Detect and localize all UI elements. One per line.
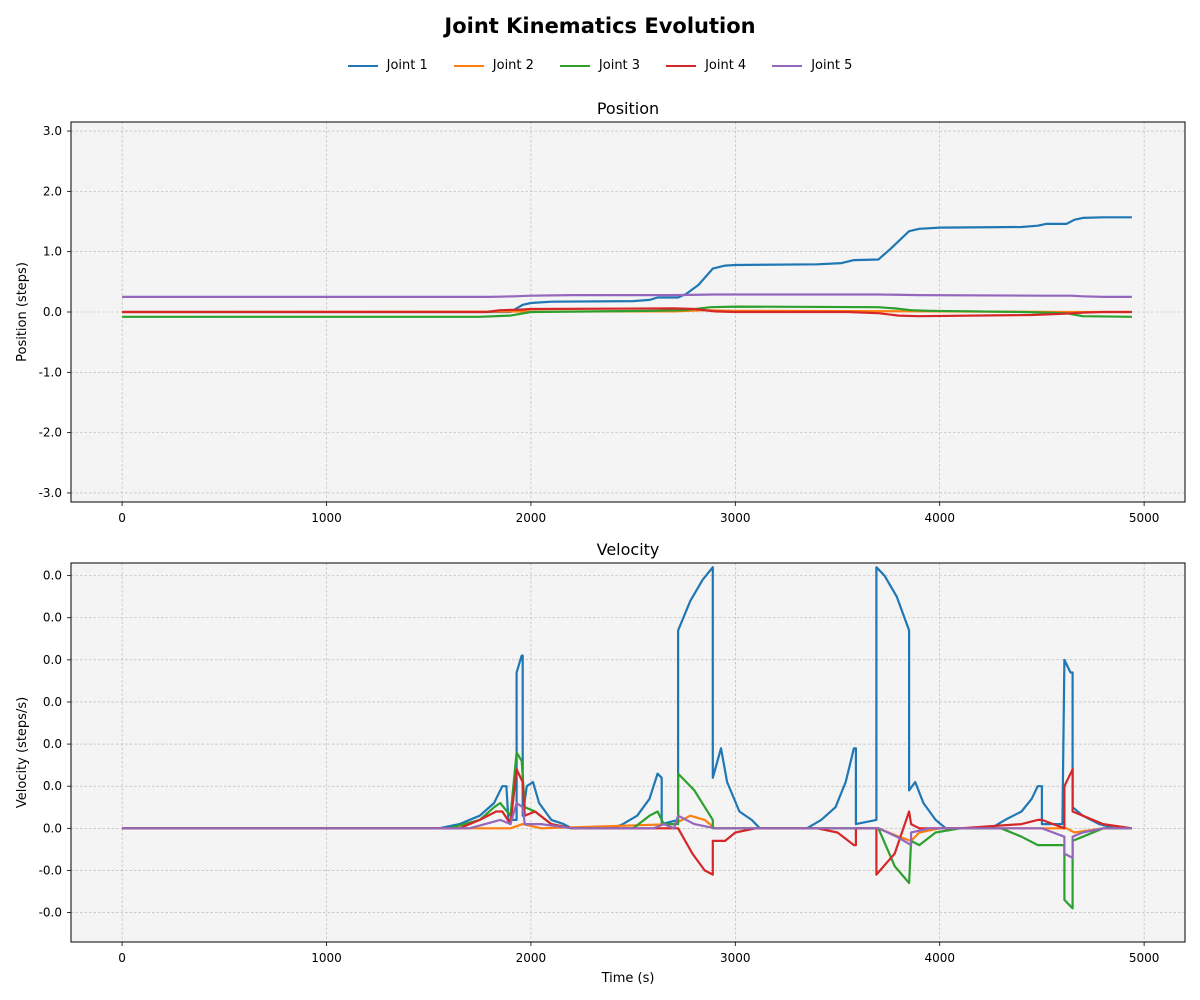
legend-swatch bbox=[453, 64, 484, 67]
y-axis-label: Velocity (steps/s) bbox=[15, 697, 30, 808]
y-tick-label: -3.0 bbox=[39, 486, 62, 500]
series-line-joint-4 bbox=[122, 307, 1132, 318]
legend-label: Joint 4 bbox=[705, 58, 747, 73]
legend-item-joint-1: Joint 1 bbox=[347, 58, 428, 73]
x-tick-label: 5000 bbox=[1129, 511, 1160, 525]
y-tick-label: -2.0 bbox=[39, 426, 62, 440]
x-tick-label: 2000 bbox=[516, 511, 547, 525]
legend-swatch bbox=[347, 64, 378, 67]
panel-title: Velocity bbox=[597, 540, 660, 559]
legend-swatch bbox=[559, 64, 590, 67]
x-tick-label: 0 bbox=[118, 511, 126, 525]
y-tick-label: 0.0 bbox=[43, 821, 62, 835]
legend-item-joint-2: Joint 2 bbox=[453, 58, 534, 73]
panel-title: Position bbox=[597, 99, 659, 118]
x-tick-label: 2000 bbox=[516, 951, 547, 965]
y-tick-label: 0.0 bbox=[43, 653, 62, 667]
x-tick-label: 0 bbox=[118, 951, 126, 965]
legend-item-joint-4: Joint 4 bbox=[666, 58, 746, 73]
y-tick-label: 1.0 bbox=[43, 245, 62, 259]
legend-label: Joint 1 bbox=[386, 58, 428, 73]
y-tick-label: 2.0 bbox=[43, 184, 62, 198]
legend-label: Joint 3 bbox=[598, 58, 641, 73]
plot-frame bbox=[70, 562, 1186, 943]
plot-area bbox=[71, 563, 1185, 942]
y-tick-label: -1.0 bbox=[39, 365, 62, 379]
legend-label: Joint 5 bbox=[811, 58, 853, 73]
x-tick-label: 1000 bbox=[311, 951, 342, 965]
chart-panel-1: 0 1000 2000 3000 4000 5000 3.0 2.0 1.0 0.0 -1.0 -2.… bbox=[15, 99, 1186, 525]
series-line-joint-1 bbox=[122, 216, 1132, 314]
x-tick-label: 1000 bbox=[311, 511, 342, 525]
y-tick-label: 3.0 bbox=[43, 124, 62, 138]
y-tick-label: 0.0 bbox=[43, 611, 62, 625]
y-tick-label: 0.0 bbox=[43, 305, 62, 319]
y-tick-label: 0.0 bbox=[43, 569, 62, 583]
legend-swatch bbox=[666, 64, 697, 67]
chart-panel-2: 0 1000 2000 3000 4000 5000 0.0 0.0 0.0 0.0 0.0 0.0 0… bbox=[15, 540, 1186, 986]
legend-item-joint-5: Joint 5 bbox=[772, 58, 852, 73]
x-tick-label: 4000 bbox=[924, 511, 955, 525]
y-axis-label: Position (steps) bbox=[15, 262, 30, 362]
series-line-joint-5 bbox=[122, 801, 1132, 859]
y-tick-label: 0.0 bbox=[43, 737, 62, 751]
x-tick-label: 3000 bbox=[720, 511, 751, 525]
y-tick-label: -0.0 bbox=[39, 863, 62, 877]
y-tick-label: 0.0 bbox=[43, 695, 62, 709]
legend: Joint 1 Joint 2 Joint 3 Joint 4 Joint 5 bbox=[0, 58, 1200, 73]
x-tick-label: 5000 bbox=[1129, 951, 1160, 965]
y-tick-label: -0.0 bbox=[39, 906, 62, 920]
x-axis-label: Time (s) bbox=[601, 971, 655, 986]
figure-title: Joint Kinematics Evolution bbox=[444, 14, 756, 38]
x-tick-label: 4000 bbox=[924, 951, 955, 965]
series-line-joint-3 bbox=[122, 305, 1132, 318]
y-tick-label: 0.0 bbox=[43, 779, 62, 793]
series-line-joint-3 bbox=[122, 751, 1132, 910]
x-tick-label: 3000 bbox=[720, 951, 751, 965]
series-line-joint-5 bbox=[122, 293, 1132, 298]
legend-swatch bbox=[772, 64, 803, 67]
legend-item-joint-3: Joint 3 bbox=[559, 58, 641, 73]
legend-label: Joint 2 bbox=[492, 58, 534, 73]
series-line-joint-1 bbox=[122, 566, 1132, 830]
